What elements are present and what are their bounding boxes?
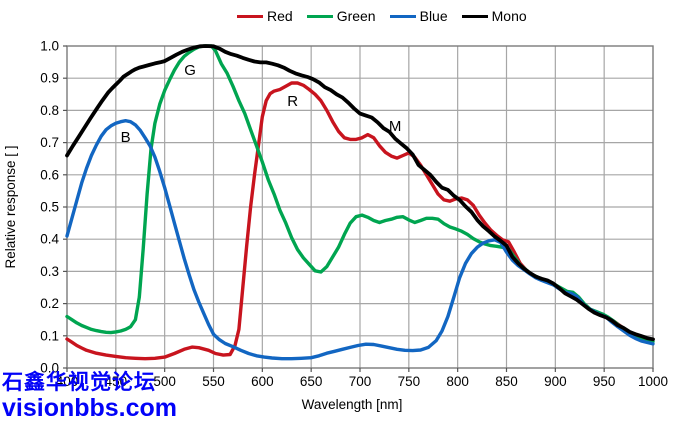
y-tick-label: 1.0 (40, 39, 59, 54)
x-tick-label: 800 (446, 374, 469, 389)
curve-label-g: G (184, 62, 196, 79)
y-tick-label: 0.2 (40, 296, 59, 311)
x-tick-label: 400 (56, 374, 79, 389)
legend-swatch-red (237, 14, 263, 18)
legend-item-green: Green (306, 8, 376, 24)
y-tick-label: 0.1 (40, 328, 59, 343)
y-tick-label: 0.9 (40, 71, 59, 86)
legend-item-red: Red (237, 8, 293, 24)
curve-label-r: R (287, 93, 298, 110)
y-tick-label: 0.7 (40, 135, 59, 150)
chart-legend: Red Green Blue Mono (237, 8, 527, 24)
x-tick-label: 900 (544, 374, 567, 389)
legend-item-blue: Blue (389, 8, 448, 24)
watermark-line1: 石鑫华视觉论坛 (2, 371, 156, 394)
y-tick-label: 0.4 (40, 232, 59, 247)
y-tick-label: 0.0 (40, 361, 59, 376)
curve-label-m: M (389, 118, 402, 135)
x-tick-label: 1000 (638, 374, 668, 389)
watermark: 石鑫华视觉论坛 visionbbs.com (2, 371, 178, 422)
legend-swatch-green (306, 14, 333, 18)
x-tick-label: 600 (251, 374, 274, 389)
watermark-line2: visionbbs.com (2, 393, 178, 422)
x-axis-title: Wavelength [nm] (302, 397, 403, 412)
x-tick-label: 950 (593, 374, 616, 389)
x-tick-label: 650 (300, 374, 323, 389)
legend-swatch-mono (461, 14, 488, 18)
x-tick-label: 550 (202, 374, 225, 389)
y-tick-label: 0.6 (40, 167, 59, 182)
legend-item-mono: Mono (461, 8, 527, 24)
x-tick-label: 750 (398, 374, 421, 389)
y-tick-label: 0.8 (40, 103, 59, 118)
legend-swatch-blue (389, 14, 416, 18)
curve-mono (65, 44, 655, 342)
curve-label-b: B (121, 129, 131, 146)
legend-label-green: Green (336, 8, 376, 24)
x-tick-label: 450 (105, 374, 128, 389)
legend-label-red: Red (267, 8, 293, 24)
y-tick-label: 0.3 (40, 264, 59, 279)
x-tick-label: 700 (349, 374, 372, 389)
legend-label-blue: Blue (419, 8, 448, 24)
x-tick-label: 850 (495, 374, 518, 389)
y-tick-label: 0.5 (40, 200, 59, 215)
legend-label-mono: Mono (491, 8, 527, 24)
y-axis-title: Relative response [ ] (3, 145, 18, 268)
x-tick-label: 500 (153, 374, 176, 389)
